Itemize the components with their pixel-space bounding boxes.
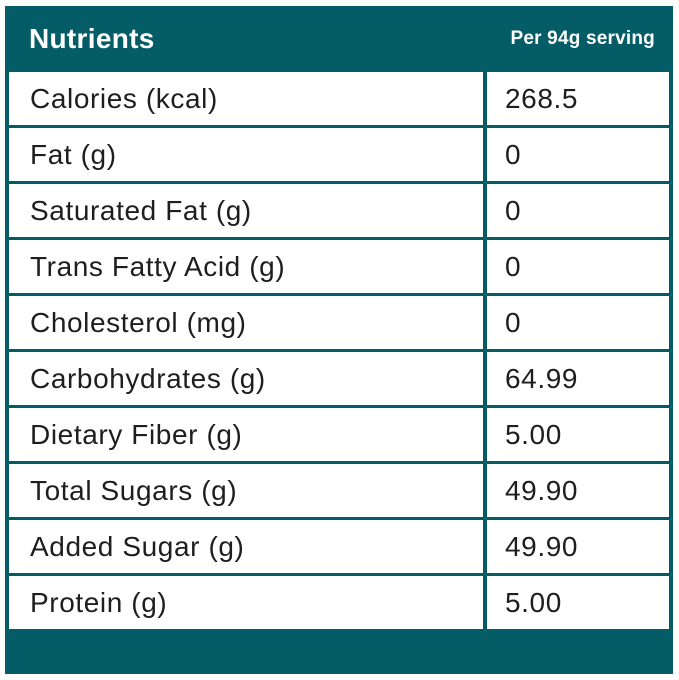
row-value: 0 bbox=[483, 240, 669, 293]
row-label: Total Sugars (g) bbox=[9, 464, 483, 517]
table-footer-bar bbox=[9, 632, 669, 674]
table-row: Carbohydrates (g) 64.99 bbox=[9, 352, 669, 405]
row-label: Fat (g) bbox=[9, 128, 483, 181]
nutrition-table: Nutrients Per 94g serving Calories (kcal… bbox=[5, 6, 673, 674]
row-label: Cholesterol (mg) bbox=[9, 296, 483, 349]
table-row: Dietary Fiber (g) 5.00 bbox=[9, 408, 669, 461]
row-value: 5.00 bbox=[483, 408, 669, 461]
table-row: Added Sugar (g) 49.90 bbox=[9, 520, 669, 573]
row-value: 268.5 bbox=[483, 72, 669, 125]
row-value: 49.90 bbox=[483, 520, 669, 573]
row-label: Saturated Fat (g) bbox=[9, 184, 483, 237]
table-row: Total Sugars (g) 49.90 bbox=[9, 464, 669, 517]
row-value: 0 bbox=[483, 296, 669, 349]
row-label: Trans Fatty Acid (g) bbox=[9, 240, 483, 293]
table-row: Trans Fatty Acid (g) 0 bbox=[9, 240, 669, 293]
row-value: 0 bbox=[483, 128, 669, 181]
table-row: Protein (g) 5.00 bbox=[9, 576, 669, 629]
header-title: Nutrients bbox=[29, 23, 155, 54]
row-value: 49.90 bbox=[483, 464, 669, 517]
row-value: 5.00 bbox=[483, 576, 669, 629]
row-value: 64.99 bbox=[483, 352, 669, 405]
row-label: Dietary Fiber (g) bbox=[9, 408, 483, 461]
table-row: Calories (kcal) 268.5 bbox=[9, 72, 669, 125]
table-row: Cholesterol (mg) 0 bbox=[9, 296, 669, 349]
row-label: Protein (g) bbox=[9, 576, 483, 629]
table-row: Fat (g) 0 bbox=[9, 128, 669, 181]
row-label: Added Sugar (g) bbox=[9, 520, 483, 573]
row-label: Calories (kcal) bbox=[9, 72, 483, 125]
row-value: 0 bbox=[483, 184, 669, 237]
table-header: Nutrients Per 94g serving bbox=[9, 6, 669, 72]
table-body: Calories (kcal) 268.5 Fat (g) 0 Saturate… bbox=[9, 72, 669, 629]
row-label: Carbohydrates (g) bbox=[9, 352, 483, 405]
header-serving-label: Per 94g serving bbox=[510, 28, 655, 49]
table-row: Saturated Fat (g) 0 bbox=[9, 184, 669, 237]
